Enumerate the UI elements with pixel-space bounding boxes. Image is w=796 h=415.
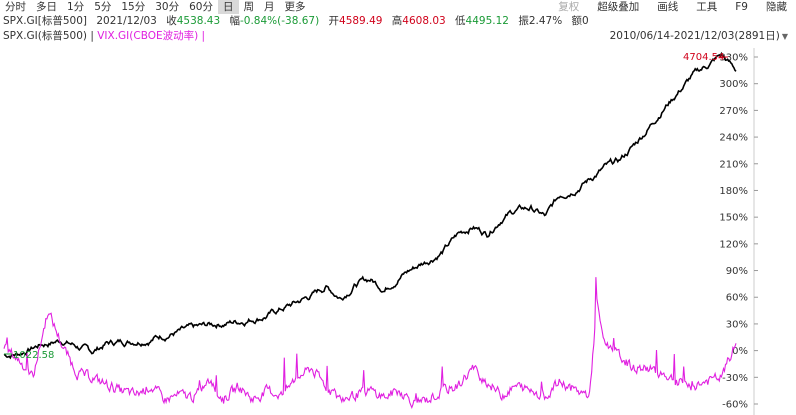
low-value: 4495.12 xyxy=(465,15,509,27)
right-toolbar: 复权 超级叠加 画线 工具 F9 隐藏 xyxy=(549,0,796,14)
toolbar-button[interactable]: 隐藏 xyxy=(766,1,787,13)
period-tab[interactable]: 多日 xyxy=(36,1,57,13)
amp-label: 振 xyxy=(518,15,529,27)
y-tick-label: 240% xyxy=(719,133,748,144)
y-tick-label: 0% xyxy=(732,346,748,357)
y-tick-label: 300% xyxy=(719,79,748,90)
period-tab[interactable]: 30分 xyxy=(155,1,180,13)
quote-bar: SPX.GI[标普500] 2021/12/03 收4538.43 幅-0.84… xyxy=(3,14,595,28)
y-tick-label: 120% xyxy=(719,239,748,250)
quote-symbol: SPX.GI[标普500] xyxy=(3,15,87,27)
y-tick-label: -30% xyxy=(722,373,748,384)
vix-series-line xyxy=(3,277,737,409)
period-tab[interactable]: 日 xyxy=(218,0,239,14)
period-tab[interactable]: 分时 xyxy=(5,1,26,13)
toolbar-button[interactable]: 画线 xyxy=(657,1,679,13)
y-tick-label: 210% xyxy=(719,159,748,170)
y-tick-label: -60% xyxy=(722,400,748,411)
low-label: 低 xyxy=(455,15,466,27)
legend-vix[interactable]: VIX.GI(CBOE波动率) | xyxy=(97,30,206,42)
toolbar-button[interactable]: 超级叠加 xyxy=(597,1,640,13)
vol-label: 额 xyxy=(571,15,583,27)
change-value: -0.84%(-38.67) xyxy=(239,15,320,27)
period-tab[interactable]: 月 xyxy=(264,1,275,13)
series-legend: SPX.GI(标普500) | VIX.GI(CBOE波动率) | xyxy=(3,29,205,43)
toolbar-button[interactable]: 复权 xyxy=(558,1,580,13)
date-range-text: 2010/06/14-2021/12/03(2891日) xyxy=(609,30,780,42)
y-tick-label: 150% xyxy=(719,213,748,224)
close-value: 4538.43 xyxy=(176,15,221,27)
min-annotation: 1022.58 xyxy=(13,350,54,361)
period-tab[interactable]: 周 xyxy=(243,1,255,13)
date-range[interactable]: 2010/06/14-2021/12/03(2891日) ▼ xyxy=(610,29,788,43)
period-tab[interactable]: 1分 xyxy=(67,1,85,13)
y-tick-label: 90% xyxy=(726,266,748,277)
y-tick-label: 270% xyxy=(719,106,748,117)
quote-date: 2021/12/03 xyxy=(96,15,157,27)
toolbar-button[interactable]: 工具 xyxy=(696,1,718,13)
open-label: 开 xyxy=(328,15,340,27)
period-tab[interactable]: 5分 xyxy=(94,1,112,13)
vol-value: 0 xyxy=(582,15,589,27)
legend-spx[interactable]: SPX.GI(标普500) | xyxy=(3,30,94,42)
close-label: 收 xyxy=(166,15,177,27)
high-value: 4608.03 xyxy=(402,15,446,27)
period-tabs: 分时 多日 1分 5分 15分 30分 60分日周月更多 xyxy=(0,0,796,14)
dropdown-triangle-icon[interactable]: ▼ xyxy=(781,32,788,41)
high-label: 高 xyxy=(391,15,403,27)
y-tick-label: 60% xyxy=(726,293,748,304)
y-tick-label: 30% xyxy=(726,319,748,330)
y-tick-label: 330% xyxy=(719,53,748,64)
period-tab[interactable]: 60分 xyxy=(189,1,213,13)
change-label: 幅 xyxy=(229,15,240,27)
y-tick-label: 180% xyxy=(719,186,748,197)
max-annotation: 4704.54 xyxy=(683,52,724,63)
toolbar-button[interactable]: F9 xyxy=(735,1,748,13)
amp-value: 2.47% xyxy=(528,15,563,27)
period-tab[interactable]: 15分 xyxy=(121,1,146,13)
open-value: 4589.49 xyxy=(339,15,383,27)
period-tab[interactable]: 更多 xyxy=(284,1,306,13)
spx-series-line xyxy=(3,51,737,360)
